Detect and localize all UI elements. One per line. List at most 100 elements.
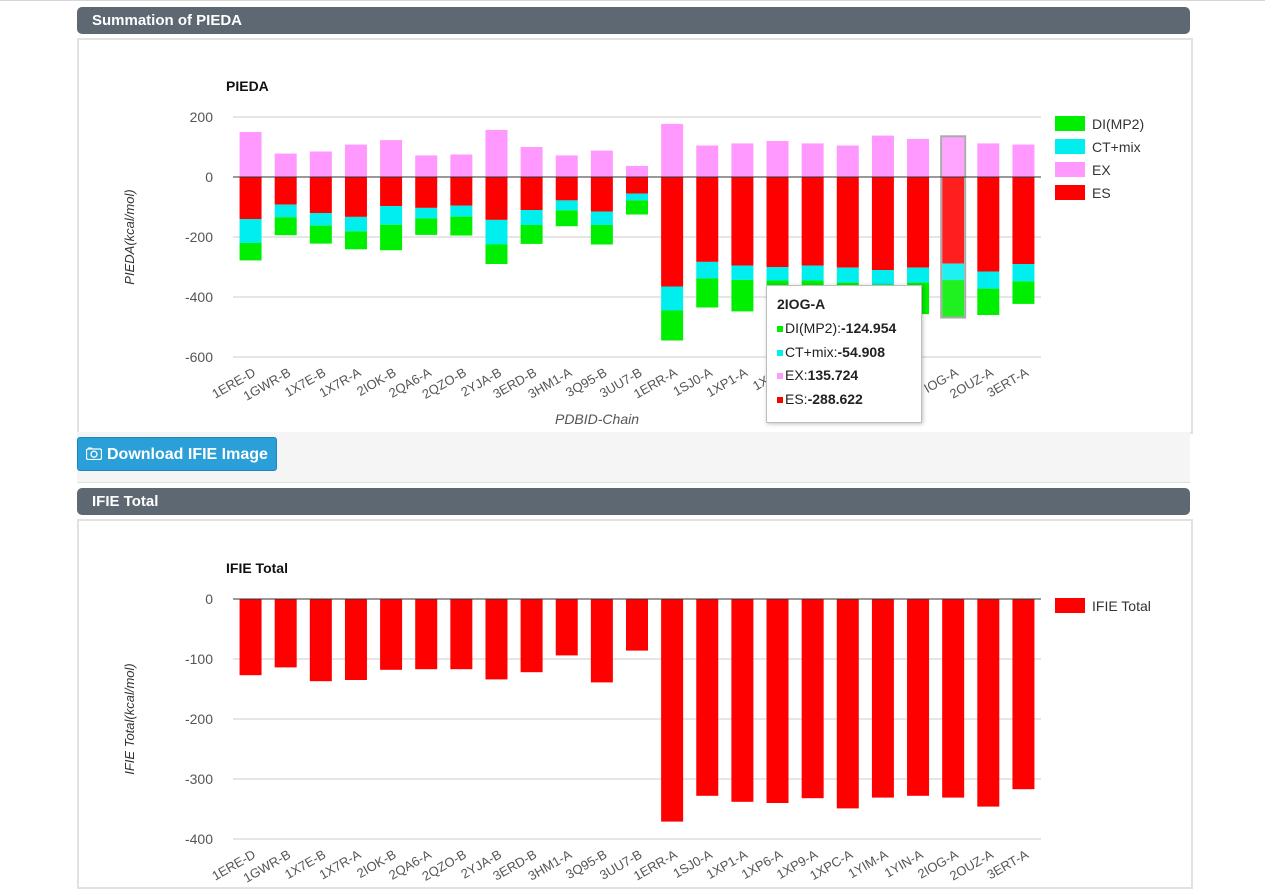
legend-label: EX [1092, 162, 1111, 178]
bar-ex [942, 136, 965, 177]
bar-ifie-total [344, 599, 367, 680]
bar-di-mp2- [942, 280, 965, 318]
bar-di-mp2- [309, 225, 332, 244]
bar-ifie-total [555, 599, 578, 656]
bar-ex [731, 143, 754, 177]
tooltip-label: CT+mix: [785, 343, 838, 360]
download-ifie-image-button[interactable]: Download IFIE Image [77, 437, 277, 471]
bar-ifie-total [696, 599, 719, 796]
download-toolbar: Download IFIE Image [77, 432, 1190, 483]
tooltip-swatch [777, 396, 783, 403]
tooltip-value: -288.622 [807, 390, 863, 407]
bar-ct-mix [731, 265, 754, 280]
legend-label: IFIE Total [1092, 598, 1151, 614]
legend-swatch [1055, 162, 1085, 177]
bar-ifie-total [836, 599, 859, 809]
x-axis-label: PDBID-Chain [555, 411, 639, 427]
bar-ex [801, 143, 824, 177]
tooltip-row: EX:135.724 [777, 364, 911, 388]
chart-title: IFIE Total [226, 560, 288, 576]
bar-ct-mix [977, 271, 1000, 289]
bar-ct-mix [626, 193, 648, 201]
bar-ct-mix [274, 204, 297, 218]
bar-di-mp2- [485, 244, 508, 264]
legend-label: DI(MP2) [1092, 116, 1144, 132]
tooltip-label: ES: [785, 390, 808, 407]
bar-es [485, 177, 508, 220]
bar-ifie-total [766, 599, 789, 803]
bar-di-mp2- [344, 231, 367, 250]
bar-ex [239, 132, 262, 177]
bar-es [977, 177, 1000, 272]
bar-di-mp2- [555, 210, 578, 227]
pieda-tooltip: 2IOG-A DI(MP2):-124.954 CT+mix:-54.908 EX:… [766, 285, 922, 423]
bar-es [274, 177, 297, 205]
bar-es [836, 177, 859, 268]
bar-ct-mix [380, 206, 403, 225]
pieda-chart-panel: PIEDA 200 0 -200 -400 -600 1ERE-D 1GWR-B 1X7E-B 1… [77, 38, 1193, 434]
bar-es [942, 177, 965, 264]
bar-ifie-total [977, 599, 1000, 807]
legend-swatch [1055, 598, 1085, 613]
bar-ct-mix [942, 263, 965, 281]
bar-ifie-total [274, 599, 297, 668]
bar-ct-mix [520, 210, 543, 225]
bar-es [907, 177, 930, 268]
bar-ex [520, 147, 543, 177]
legend-swatch [1055, 116, 1085, 131]
bar-ifie-total [1012, 599, 1035, 790]
bar-ct-mix [836, 267, 859, 283]
legend-swatch [1055, 185, 1085, 200]
pieda-section-header: Summation of PIEDA [77, 7, 1190, 34]
bar-ex [274, 153, 297, 177]
y-tick-label: -600 [185, 349, 213, 365]
y-tick-label: -300 [185, 771, 213, 787]
bar-es [871, 177, 894, 270]
bar-ct-mix [1012, 264, 1035, 282]
bar-di-mp2- [450, 216, 473, 236]
bar-di-mp2- [380, 224, 403, 251]
bar-ct-mix [344, 216, 367, 232]
pieda-chart[interactable]: PIEDA2000-200-400-6001ERE-D1GWR-B1X7E-B1… [79, 40, 1191, 432]
bar-di-mp2- [590, 225, 613, 245]
y-tick-label: 0 [205, 169, 213, 185]
bar-ex [766, 141, 789, 177]
tooltip-swatch [777, 349, 783, 356]
bar-di-mp2- [977, 288, 1000, 315]
bar-es [696, 177, 719, 262]
bar-es [801, 177, 824, 266]
camera-icon [86, 447, 102, 460]
bar-di-mp2- [1012, 281, 1035, 304]
legend-label: ES [1092, 185, 1111, 201]
bar-es [309, 177, 332, 213]
bar-ifie-total [626, 599, 648, 651]
bar-ex [450, 154, 473, 177]
bar-ex [555, 155, 578, 177]
tooltip-value: 135.724 [807, 367, 859, 383]
bar-ct-mix [801, 265, 824, 281]
bar-di-mp2- [239, 243, 262, 261]
tooltip-value: -54.908 [837, 343, 885, 360]
bar-ifie-total [415, 599, 438, 670]
bar-ct-mix [415, 207, 438, 219]
bar-ifie-total [942, 599, 965, 798]
y-axis-label: IFIE Total(kcal/mol) [122, 663, 137, 775]
bar-ex [344, 144, 367, 177]
tooltip-swatch [777, 373, 783, 380]
bar-ex [380, 140, 403, 177]
bar-ct-mix [766, 267, 789, 281]
y-tick-label: -400 [185, 289, 213, 305]
bar-ex [1012, 144, 1035, 177]
bar-ct-mix [239, 219, 262, 243]
ifie-chart[interactable]: IFIE Total0-100-200-300-4001ERE-D1GWR-B1… [79, 521, 1191, 887]
bar-es [626, 177, 648, 194]
bar-ifie-total [661, 599, 684, 822]
bar-es [380, 177, 403, 207]
download-button-label: Download IFIE Image [107, 446, 268, 463]
y-tick-label: -200 [185, 711, 213, 727]
y-axis-label: PIEDA(kcal/mol) [122, 189, 137, 284]
bar-di-mp2- [520, 225, 543, 244]
bar-ifie-total [871, 599, 894, 798]
bar-es [555, 177, 578, 201]
bar-ct-mix [907, 267, 930, 283]
